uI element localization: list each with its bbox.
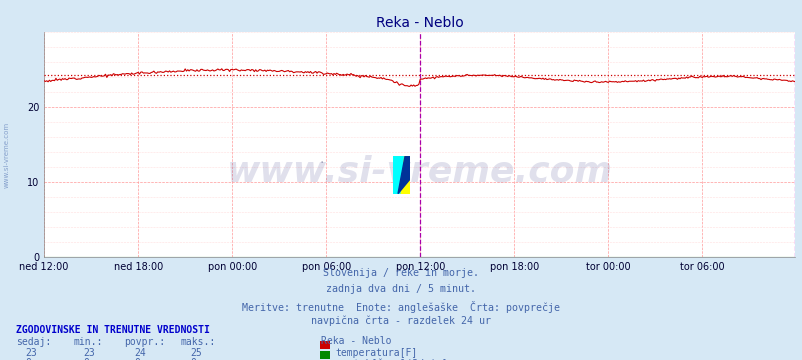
- Text: 0: 0: [26, 358, 31, 360]
- Text: 24: 24: [134, 348, 146, 358]
- Polygon shape: [392, 156, 410, 194]
- Text: 23: 23: [83, 348, 95, 358]
- Text: Slovenija / reke in morje.: Slovenija / reke in morje.: [323, 268, 479, 278]
- Text: 0: 0: [190, 358, 196, 360]
- Text: sedaj:: sedaj:: [16, 337, 51, 347]
- Polygon shape: [392, 156, 403, 194]
- Text: 0: 0: [134, 358, 140, 360]
- Text: www.si-vreme.com: www.si-vreme.com: [3, 122, 10, 188]
- Text: 25: 25: [190, 348, 202, 358]
- Text: temperatura[F]: temperatura[F]: [335, 348, 417, 358]
- Text: Meritve: trenutne  Enote: anglešaške  Črta: povprečje: Meritve: trenutne Enote: anglešaške Črta…: [242, 301, 560, 312]
- Text: navpična črta - razdelek 24 ur: navpična črta - razdelek 24 ur: [311, 315, 491, 325]
- Polygon shape: [398, 156, 410, 194]
- Text: zadnja dva dni / 5 minut.: zadnja dva dni / 5 minut.: [326, 284, 476, 294]
- Text: ZGODOVINSKE IN TRENUTNE VREDNOSTI: ZGODOVINSKE IN TRENUTNE VREDNOSTI: [16, 325, 209, 335]
- Text: Reka - Neblo: Reka - Neblo: [321, 336, 391, 346]
- Text: maks.:: maks.:: [180, 337, 216, 347]
- Text: povpr.:: povpr.:: [124, 337, 165, 347]
- Text: 23: 23: [26, 348, 38, 358]
- Text: pretok[čevelj3/min]: pretok[čevelj3/min]: [335, 358, 447, 360]
- Text: www.si-vreme.com: www.si-vreme.com: [226, 155, 612, 189]
- Text: ·: ·: [319, 156, 324, 170]
- Text: 0: 0: [83, 358, 89, 360]
- Text: min.:: min.:: [74, 337, 103, 347]
- Title: Reka - Neblo: Reka - Neblo: [375, 16, 463, 30]
